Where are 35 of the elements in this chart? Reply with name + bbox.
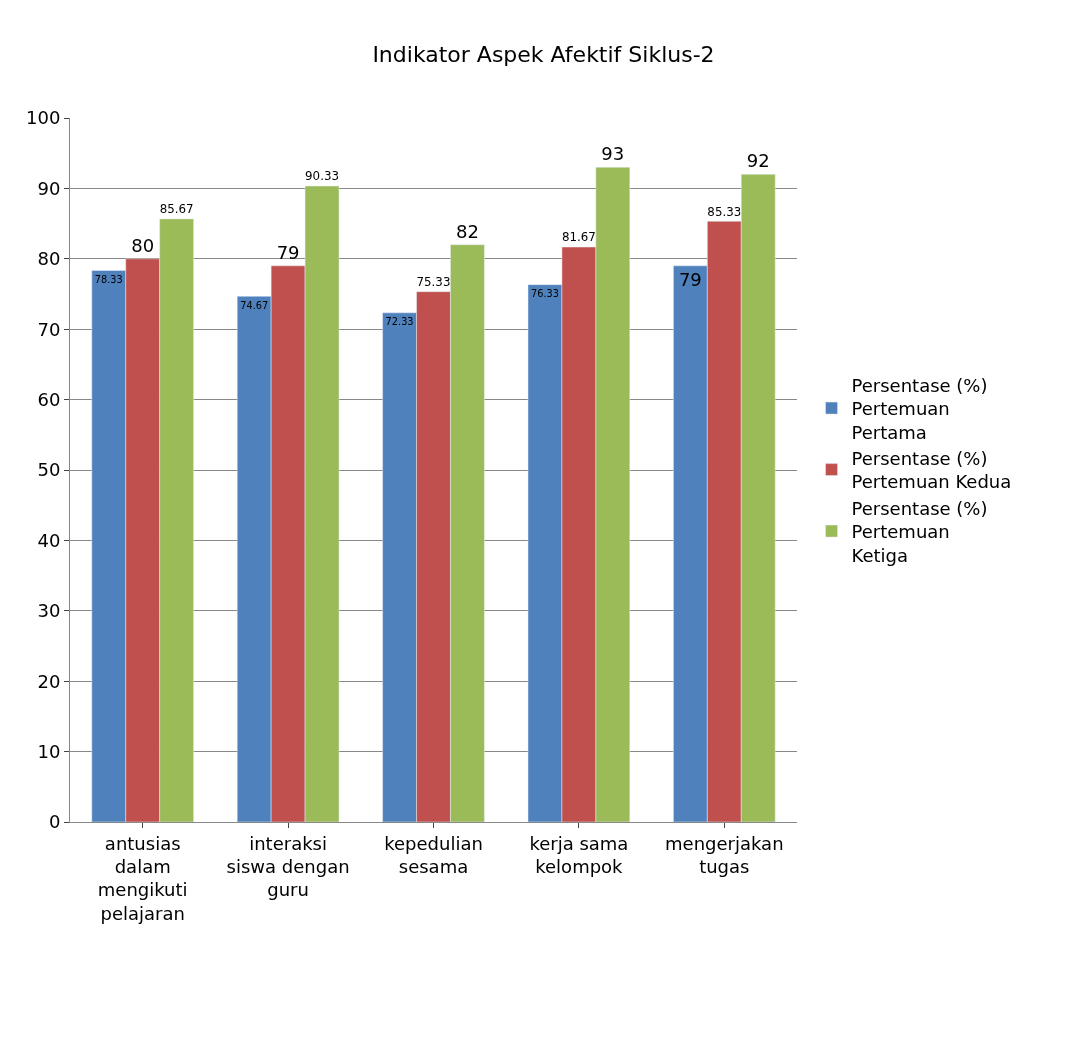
data-label: 85.67 [159,202,194,217]
legend-label: Persentase (%) Pertemuan Ketiga [851,497,988,566]
y-tick-label: 20 [37,670,61,692]
y-tick-label: 70 [37,318,61,340]
y-tick-label: 50 [37,459,61,481]
data-label: 93 [601,143,625,165]
data-label: 80 [131,234,155,256]
y-tick-label: 10 [37,740,61,762]
x-tick-label: mengerjakan tugas [665,832,784,877]
x-tick-label: interaksi siswa dengan guru [226,832,350,901]
y-tick-label: 40 [37,529,61,551]
data-label: 90.33 [305,169,339,184]
data-label: 79 [678,268,702,290]
y-tick-label: 80 [37,248,61,270]
x-tick-label: antusias dalam mengikuti pelajaran [97,832,188,924]
data-label: 72.33 [385,316,414,328]
y-tick-label: 90 [37,177,61,199]
legend-label: Persentase (%) Pertemuan Kedua [851,447,1012,493]
data-label: 75.33 [416,275,451,290]
chart-title: Indikator Aspek Afektif Siklus-2 [372,42,715,68]
y-tick-label: 100 [26,107,61,129]
x-tick-label: kerja sama kelompok [529,832,629,877]
data-label: 79 [276,241,300,263]
y-tick-label: 30 [37,600,61,622]
data-label: 74.67 [240,299,269,311]
data-label: 92 [746,150,770,172]
x-tick-label: kepedulian sesama [384,832,483,877]
y-tick-label: 0 [48,811,61,833]
data-label: 85.33 [707,204,742,219]
data-label: 78.33 [94,273,123,285]
y-tick-label: 60 [37,388,61,410]
data-label: 81.67 [561,230,596,245]
data-label: 76.33 [531,287,559,299]
legend-label: Persentase (%) Pertemuan Pertama [851,374,988,443]
data-label: 82 [455,220,479,242]
